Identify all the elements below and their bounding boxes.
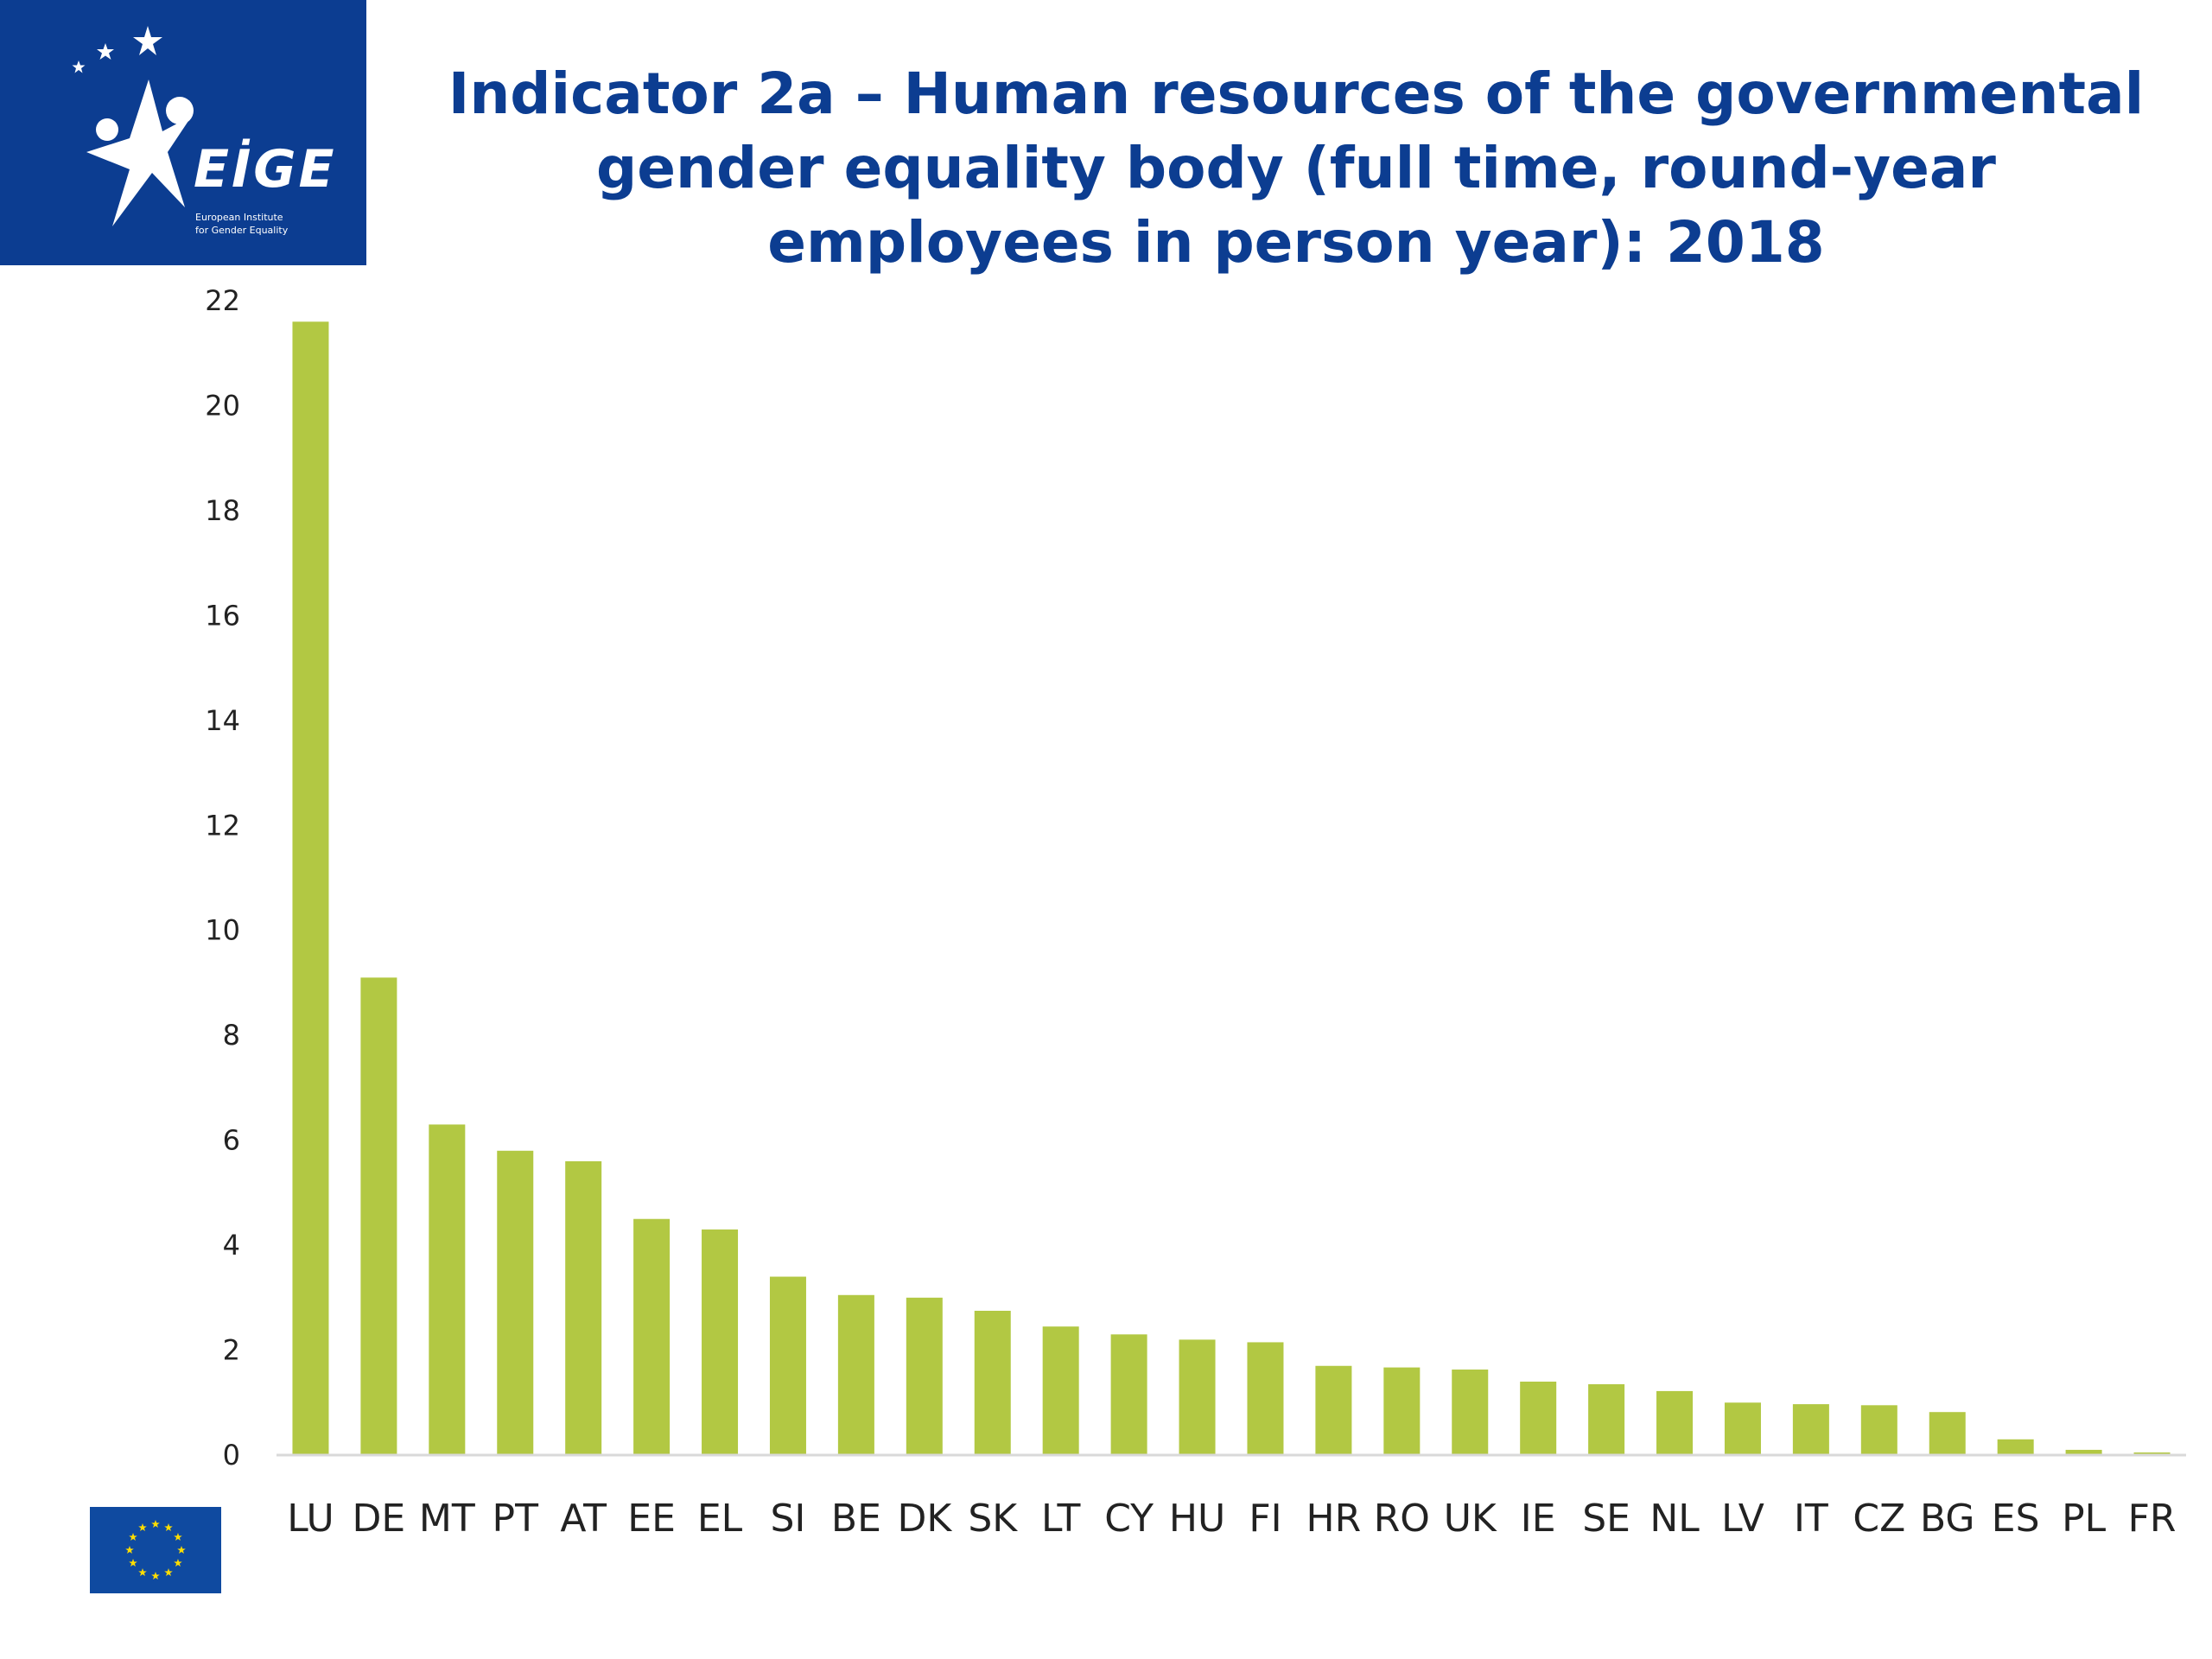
bar-at — [565, 1160, 602, 1455]
bar-dk — [906, 1297, 943, 1455]
bar-hu — [1179, 1339, 1216, 1455]
flag-star-icon — [164, 1567, 173, 1577]
x-tick-label: UK — [1444, 1497, 1497, 1541]
x-tick-label: FI — [1249, 1497, 1281, 1541]
x-tick-label: HU — [1169, 1497, 1225, 1541]
bar-fr — [2133, 1452, 2171, 1455]
bar-ro — [1383, 1367, 1421, 1455]
bar-be — [837, 1294, 874, 1455]
y-tick-label: 10 — [205, 914, 240, 947]
x-tick-label: IE — [1521, 1497, 1556, 1541]
x-tick-label: CY — [1104, 1497, 1154, 1541]
flag-star-icon — [164, 1523, 173, 1532]
bar-si — [769, 1276, 806, 1455]
bar-cz — [1860, 1405, 1897, 1455]
y-axis: 0 2 4 6 8 10 12 14 16 18 20 22 — [205, 284, 240, 1471]
y-tick-label: 0 — [223, 1439, 240, 1471]
bar-fi — [1247, 1342, 1284, 1455]
x-tick-label: BG — [1920, 1497, 1975, 1541]
flag-star-icon — [138, 1567, 147, 1577]
flag-star-icon — [138, 1523, 147, 1532]
figure-shape — [86, 79, 192, 226]
x-tick-label: FR — [2128, 1497, 2177, 1541]
flag-star-icon — [174, 1533, 182, 1541]
eige-star-figure-icon — [72, 26, 194, 226]
x-tick-label: SK — [968, 1497, 1018, 1541]
eige-logo: EİGE European Institute for Gender Equal… — [0, 0, 366, 265]
flag-star-icon — [177, 1546, 186, 1554]
x-tick-label: MT — [419, 1497, 475, 1541]
x-tick-label: IT — [1794, 1497, 1828, 1541]
x-tick-label: EE — [627, 1497, 676, 1541]
y-tick-label: 2 — [223, 1334, 240, 1367]
star-icon — [72, 60, 86, 73]
x-tick-label: NL — [1649, 1497, 1700, 1541]
logo-subtitle: European Institute for Gender Equality — [195, 211, 288, 237]
bar-hr — [1315, 1365, 1352, 1455]
flag-star-icon — [174, 1559, 182, 1567]
flag-star-icon — [151, 1520, 160, 1529]
x-tick-label: LV — [1721, 1497, 1764, 1541]
x-tick-label: CZ — [1853, 1497, 1905, 1541]
bars — [292, 321, 2171, 1456]
figure-head — [166, 97, 194, 124]
bar-uk — [1452, 1370, 1489, 1455]
x-tick-label: DE — [353, 1497, 406, 1541]
bar-lv — [1724, 1402, 1761, 1455]
bar-ee — [633, 1218, 671, 1455]
bar-nl — [1656, 1390, 1694, 1455]
bar-bg — [1929, 1412, 1966, 1455]
bar-lt — [1042, 1326, 1079, 1455]
chart-title: Indicator 2a – Human resources of the go… — [448, 60, 2145, 276]
bar-ie — [1520, 1381, 1557, 1455]
figure-head — [96, 118, 118, 141]
x-tick-label: RO — [1374, 1497, 1430, 1541]
y-tick-label: 16 — [205, 599, 240, 632]
bar-mt — [429, 1124, 466, 1455]
flag-star-icon — [125, 1546, 134, 1554]
y-tick-label: 4 — [223, 1229, 240, 1262]
flag-stars — [125, 1520, 186, 1580]
x-tick-label: HR — [1306, 1497, 1362, 1541]
bar-de — [360, 977, 397, 1455]
bar-es — [1997, 1439, 2034, 1455]
bar-sk — [974, 1311, 1011, 1455]
x-tick-label: PT — [493, 1497, 539, 1541]
y-tick-label: 22 — [205, 284, 240, 317]
bar-cy — [1110, 1334, 1147, 1455]
x-tick-label: LU — [287, 1497, 334, 1541]
eu-flag-icon — [90, 1507, 221, 1593]
x-tick-label: PL — [2062, 1497, 2107, 1541]
bar-pt — [497, 1150, 534, 1455]
x-tick-label: AT — [560, 1497, 607, 1541]
logo-subtitle-line: European Institute — [195, 212, 283, 223]
y-tick-label: 20 — [205, 389, 240, 422]
bar-it — [1792, 1404, 1829, 1455]
y-tick-label: 18 — [205, 494, 240, 527]
x-tick-label: SE — [1582, 1497, 1630, 1541]
star-icon — [133, 26, 162, 55]
flag-star-icon — [151, 1572, 160, 1580]
x-axis: LU DE MT PT AT EE EL SI BE DK SK LT CY HU FI HR RO UK IE SE… — [287, 1497, 2176, 1541]
x-tick-label: DK — [897, 1497, 952, 1541]
bar-pl — [2065, 1449, 2102, 1455]
y-tick-label: 14 — [205, 704, 240, 737]
x-tick-label: ES — [1992, 1497, 2040, 1541]
bar-se — [1588, 1384, 1625, 1455]
x-tick-label: BE — [831, 1497, 881, 1541]
y-tick-label: 12 — [205, 809, 240, 842]
x-tick-label: LT — [1041, 1497, 1080, 1541]
logo-subtitle-line: for Gender Equality — [195, 225, 289, 236]
x-tick-label: SI — [771, 1497, 806, 1541]
y-tick-label: 6 — [223, 1124, 240, 1157]
star-icon — [97, 43, 114, 60]
y-tick-label: 8 — [223, 1019, 240, 1052]
flag-star-icon — [129, 1559, 137, 1567]
flag-star-icon — [129, 1533, 137, 1541]
bar-lu — [292, 321, 329, 1456]
bar-el — [702, 1229, 739, 1455]
x-tick-label: EL — [697, 1497, 743, 1541]
logo-wordmark: EİGE — [194, 139, 337, 200]
